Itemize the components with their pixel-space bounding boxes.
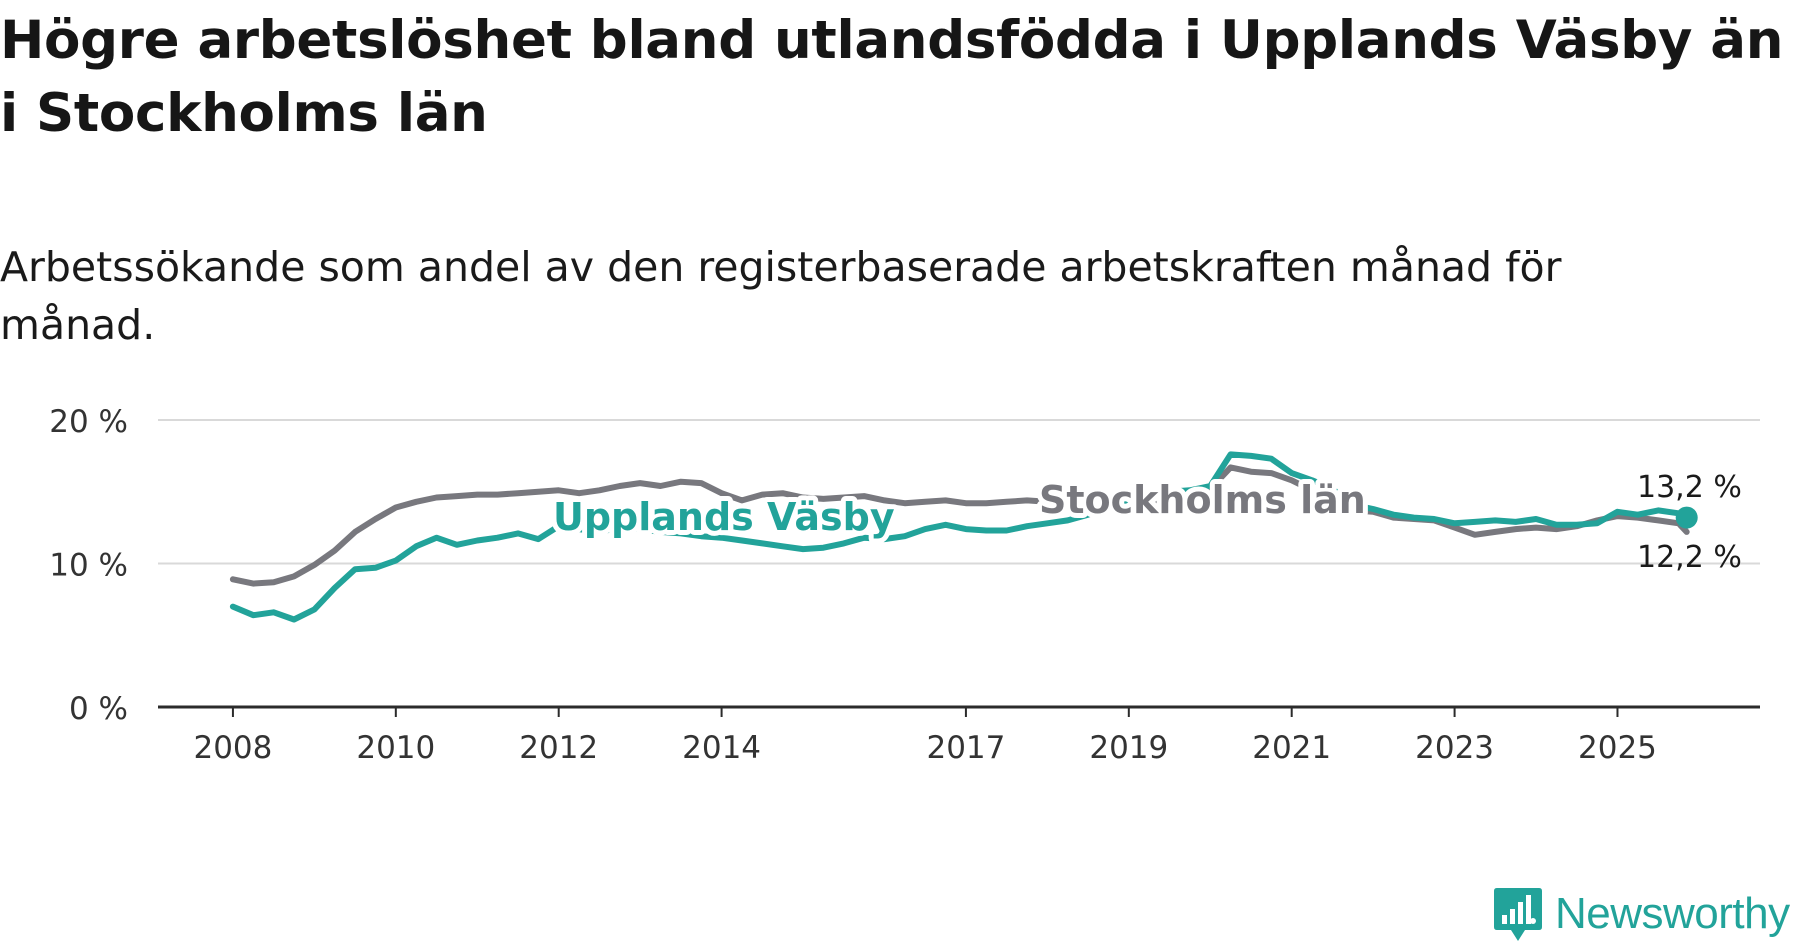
newsworthy-logo-icon bbox=[1494, 888, 1542, 941]
upplands-vasby-end-label: 13,2 % bbox=[1637, 470, 1742, 505]
chart-title: Högre arbetslöshet bland utlandsfödda i … bbox=[0, 10, 1784, 144]
x-tick-label: 2014 bbox=[682, 730, 761, 766]
stockholms-lan-end-label: 12,2 % bbox=[1637, 540, 1742, 575]
x-axis: 2008 2010 2012 2014 2017 2019 2021 2023 2025 bbox=[158, 705, 1760, 766]
y-tick-label: 0 % bbox=[69, 691, 128, 727]
upplands-vasby-line bbox=[229, 451, 1690, 623]
x-tick-label: 2021 bbox=[1252, 730, 1331, 766]
x-tick-label: 2019 bbox=[1089, 730, 1168, 766]
chart-subtitle: Arbetssökande som andel av den registerb… bbox=[0, 243, 1562, 349]
y-axis-labels: 0 % 10 % 20 % bbox=[49, 404, 128, 727]
x-tick-label: 2025 bbox=[1578, 730, 1657, 766]
upplands-vasby-label: Upplands Väsby bbox=[553, 495, 895, 539]
x-tick-label: 2017 bbox=[926, 730, 1005, 766]
series-labels: Upplands Väsby Stockholms län 13,2 % 12,2 % bbox=[548, 470, 1742, 575]
stockholms-lan-line bbox=[229, 464, 1690, 587]
line-chart: 0 % 10 % 20 % 2008 2010 2012 2014 2017 2019 2021… bbox=[49, 404, 1760, 766]
x-tick-label: 2023 bbox=[1415, 730, 1494, 766]
y-tick-label: 20 % bbox=[49, 404, 128, 440]
x-tick-label: 2010 bbox=[356, 730, 435, 766]
stockholms-lan-label: Stockholms län bbox=[1039, 478, 1366, 522]
y-tick-label: 10 % bbox=[49, 548, 128, 584]
x-tick-label: 2012 bbox=[519, 730, 598, 766]
newsworthy-brand: Newsworthy bbox=[1493, 884, 1790, 944]
gridlines bbox=[158, 419, 1760, 565]
x-tick-label: 2008 bbox=[193, 730, 272, 766]
series-lines bbox=[229, 451, 1698, 623]
brand-name: Newsworthy bbox=[1555, 889, 1790, 938]
upplands-vasby-end-dot bbox=[1675, 506, 1698, 529]
